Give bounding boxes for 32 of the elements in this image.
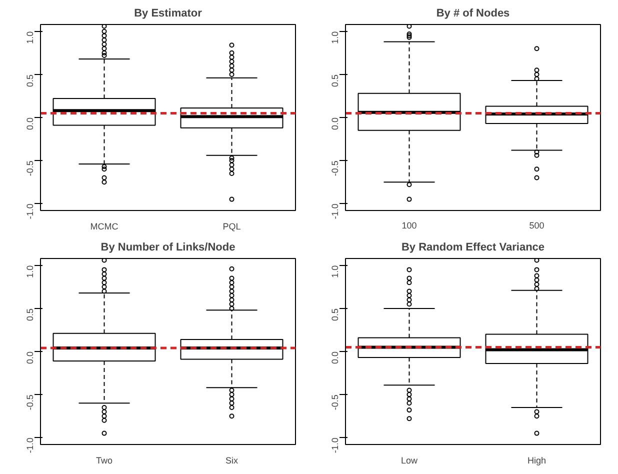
y-tick-label: -0.5 (25, 160, 35, 176)
y-tick-label: -1.0 (330, 204, 340, 220)
y-tick-label: -0.5 (25, 394, 35, 410)
x-tick-label: Six (226, 456, 238, 466)
x-tick-label: PQL (222, 222, 241, 232)
y-tick-label: -0.5 (330, 394, 340, 410)
y-tick-label: 1.0 (330, 31, 340, 44)
chart-title: By Number of Links/Node (100, 242, 236, 254)
chart-title: By Random Effect Variance (401, 242, 545, 254)
chart-title: By Estimator (134, 8, 203, 20)
x-tick-label: 500 (529, 220, 544, 230)
y-tick-label: 1.0 (25, 31, 35, 44)
y-tick-label: 0.5 (25, 308, 35, 321)
y-tick-label: 1.0 (25, 265, 35, 278)
y-tick-label: -0.5 (330, 160, 340, 176)
y-tick-label: 0.0 (25, 351, 35, 364)
y-tick-label: 1.0 (330, 265, 340, 278)
y-tick-label: -1.0 (25, 438, 35, 454)
y-tick-label: 0.5 (25, 74, 35, 87)
y-tick-label: 0.5 (330, 308, 340, 321)
y-tick-label: -1.0 (25, 204, 35, 220)
y-tick-label: -1.0 (330, 438, 340, 454)
y-tick-label: 0.5 (330, 74, 340, 87)
x-tick-label: High (527, 456, 546, 466)
x-tick-label: 100 (402, 220, 417, 230)
y-tick-label: 0.0 (330, 351, 340, 364)
x-tick-label: MCMC (90, 222, 119, 232)
y-tick-label: 0.0 (25, 117, 35, 130)
chart-title: By # of Nodes (436, 8, 510, 20)
x-tick-label: Low (400, 456, 418, 466)
y-tick-label: 0.0 (330, 117, 340, 130)
x-tick-label: Two (96, 456, 113, 466)
